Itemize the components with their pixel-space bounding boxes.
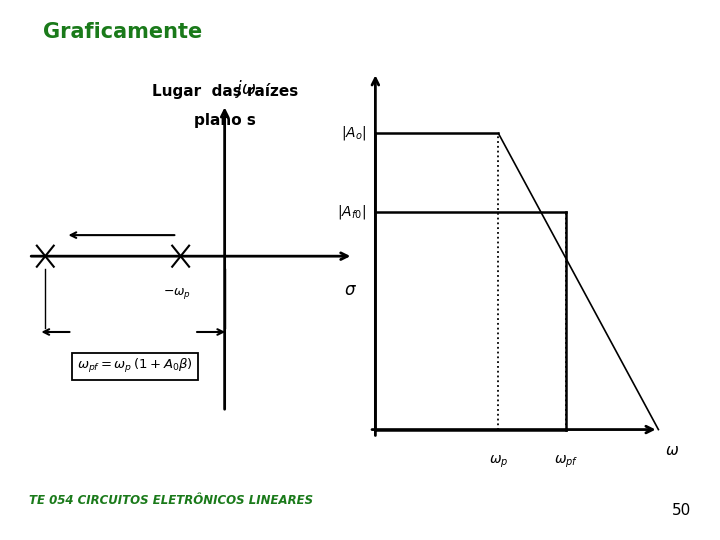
Text: Graficamente: Graficamente bbox=[43, 22, 202, 42]
Text: 50: 50 bbox=[672, 503, 691, 518]
Text: $j\omega$: $j\omega$ bbox=[235, 78, 256, 100]
Text: $\omega_{pf}$: $\omega_{pf}$ bbox=[554, 454, 578, 470]
Text: $\omega_p$: $\omega_p$ bbox=[489, 454, 508, 470]
Text: $\sigma$: $\sigma$ bbox=[343, 281, 356, 300]
Text: $\omega$: $\omega$ bbox=[665, 443, 679, 457]
Text: TE 054 CIRCUITOS ELETRÔNICOS LINEARES: TE 054 CIRCUITOS ELETRÔNICOS LINEARES bbox=[29, 494, 313, 507]
Text: plano s: plano s bbox=[194, 113, 256, 128]
Text: $|A_o|$: $|A_o|$ bbox=[341, 124, 366, 143]
Text: $|A_{f0}|$: $|A_{f0}|$ bbox=[337, 203, 366, 221]
Text: Lugar  das raízes: Lugar das raízes bbox=[151, 84, 298, 99]
Text: $-\omega_p$: $-\omega_p$ bbox=[163, 286, 192, 301]
Text: $\omega_{pf} = \omega_p\,(1 + A_0\beta)$: $\omega_{pf} = \omega_p\,(1 + A_0\beta)$ bbox=[77, 357, 193, 375]
